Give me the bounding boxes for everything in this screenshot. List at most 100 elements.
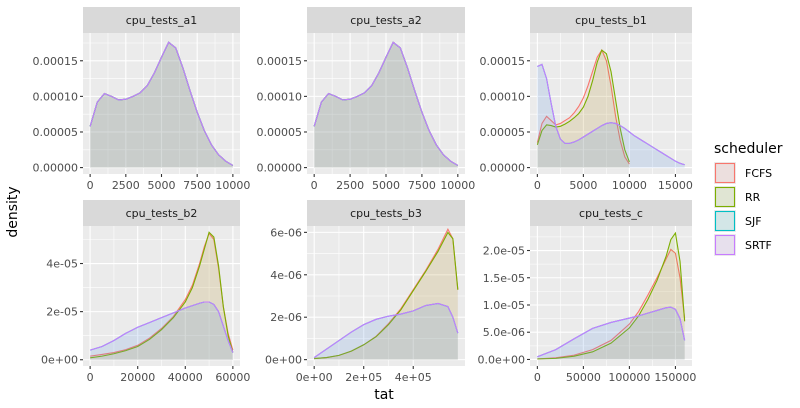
density-area-rr [90, 232, 233, 360]
facet-panel: cpu_tests_b1 0 5000 10000 15000 0.00000 0.0000… [480, 7, 693, 192]
density-line-rr [536, 49, 630, 163]
density-area-srtf [90, 42, 233, 168]
x-tick-label: 15000 [658, 179, 693, 192]
y-tick-label: 0.00015 [480, 55, 526, 68]
density-area-fcfs [537, 249, 685, 360]
density-line-fcfs [537, 248, 686, 360]
x-tick-label: 4e+05 [395, 371, 432, 384]
x-tick-label: 0 [534, 179, 541, 192]
y-tick-label: 1.0e-05 [483, 299, 525, 312]
density-line-srtf [313, 302, 459, 358]
y-tick-label: 0.00015 [33, 55, 79, 68]
density-area-sjf [90, 302, 233, 360]
facet-title: cpu_tests_b2 [126, 207, 198, 220]
legend-swatch [714, 186, 736, 208]
legend-item-fcfs: FCFS [714, 162, 772, 184]
density-area-srtf [314, 303, 458, 360]
x-tick-label: 40000 [168, 371, 203, 384]
density-line-rr [90, 231, 234, 359]
facet-strip [83, 7, 240, 33]
legend-swatch [714, 162, 736, 184]
density-line-srtf [89, 41, 234, 166]
x-tick-label: 10000 [440, 179, 475, 192]
density-area-fcfs [314, 229, 458, 360]
facet-panel: cpu_tests_c 0 50000 100000 150000 0.0e+00 5.0e… [478, 200, 696, 384]
facet-strip [307, 7, 465, 33]
x-tick-label: 0 [311, 179, 318, 192]
facet-panel: cpu_tests_a1 0 2500 5000 7500 10000 0.00000 0.0… [33, 7, 250, 192]
y-axis-title: density [5, 186, 21, 237]
density-area-srtf [90, 302, 233, 360]
y-tick-label: 0.0e+00 [478, 353, 525, 366]
legend-label: SRTF [745, 239, 772, 252]
plot-area [89, 41, 234, 168]
density-area-rr [314, 232, 458, 360]
facet-panel: cpu_tests_b3 0e+00 2e+05 4e+05 0e+00 2e-06 4e-… [265, 200, 465, 384]
x-tick-label: 2e+05 [345, 371, 382, 384]
y-tick-label: 6e-06 [270, 226, 302, 239]
x-tick-label: 7500 [183, 179, 211, 192]
y-tick-label: 0e+00 [41, 354, 78, 367]
x-tick-label: 0 [87, 179, 94, 192]
facet-strip [307, 200, 465, 226]
y-tick-label: 0.00010 [257, 90, 303, 103]
x-tick-label: 150000 [654, 371, 696, 384]
density-line-srtf [537, 306, 686, 358]
facet-title: cpu_tests_c [579, 207, 643, 220]
legend-label: RR [745, 191, 761, 204]
y-tick-label: 1.5e-05 [483, 272, 525, 285]
plot-area [313, 41, 459, 168]
x-tick-label: 7500 [408, 179, 436, 192]
density-line-srtf [313, 41, 459, 166]
facet-title: cpu_tests_a1 [126, 14, 198, 27]
density-area-rr [537, 233, 685, 360]
x-tick-label: 2500 [336, 179, 364, 192]
facet-title: cpu_tests_b1 [575, 14, 647, 27]
y-tick-label: 4e-06 [270, 269, 302, 282]
density-line-fcfs [536, 48, 630, 165]
y-tick-label: 0.00010 [33, 90, 79, 103]
plot-area [313, 227, 459, 360]
y-tick-label: 0.00000 [480, 162, 526, 175]
x-tick-label: 2500 [112, 179, 140, 192]
density-area-fcfs [90, 233, 233, 360]
y-tick-label: 0.00010 [480, 90, 526, 103]
legend-item-srtf: SRTF [714, 234, 772, 256]
x-tick-label: 5000 [569, 179, 597, 192]
legend-swatch [714, 210, 736, 232]
density-area-srtf [314, 42, 458, 168]
legend-item-sjf: SJF [714, 210, 762, 232]
density-line-rr [537, 231, 686, 360]
density-area-rr [314, 42, 458, 168]
x-tick-label: 10000 [612, 179, 647, 192]
facet-grid: cpu_tests_a1 0 2500 5000 7500 10000 0.00000 0.0… [33, 7, 696, 384]
legend-item-rr: RR [714, 186, 761, 208]
facet-strip [530, 200, 692, 226]
x-tick-label: 5000 [148, 179, 176, 192]
x-tick-label: 0e+00 [296, 371, 333, 384]
y-tick-label: 0.00000 [257, 162, 303, 175]
density-area-sjf [90, 42, 233, 168]
density-area-rr [90, 42, 233, 168]
y-tick-label: 2e-05 [46, 306, 78, 319]
density-area-sjf [537, 64, 685, 168]
density-area-srtf [537, 307, 685, 360]
legend-title: scheduler [714, 141, 783, 157]
legend-label: SJF [745, 215, 762, 228]
y-tick-label: 2e-06 [270, 311, 302, 324]
y-tick-label: 0e+00 [265, 354, 302, 367]
x-tick-label: 20000 [120, 371, 155, 384]
x-tick-label: 10000 [215, 179, 250, 192]
y-tick-label: 0.00015 [257, 55, 303, 68]
density-line-rr [314, 231, 459, 360]
x-axis-title: tat [374, 387, 394, 403]
x-tick-label: 0 [534, 371, 541, 384]
y-tick-label: 2.0e-05 [483, 245, 525, 258]
facet-title: cpu_tests_a2 [350, 14, 422, 27]
density-area-sjf [537, 307, 685, 360]
density-area-sjf [314, 303, 458, 360]
legend-key-background [714, 234, 736, 256]
y-tick-label: 0.00005 [33, 126, 79, 139]
density-area-fcfs [314, 42, 458, 168]
